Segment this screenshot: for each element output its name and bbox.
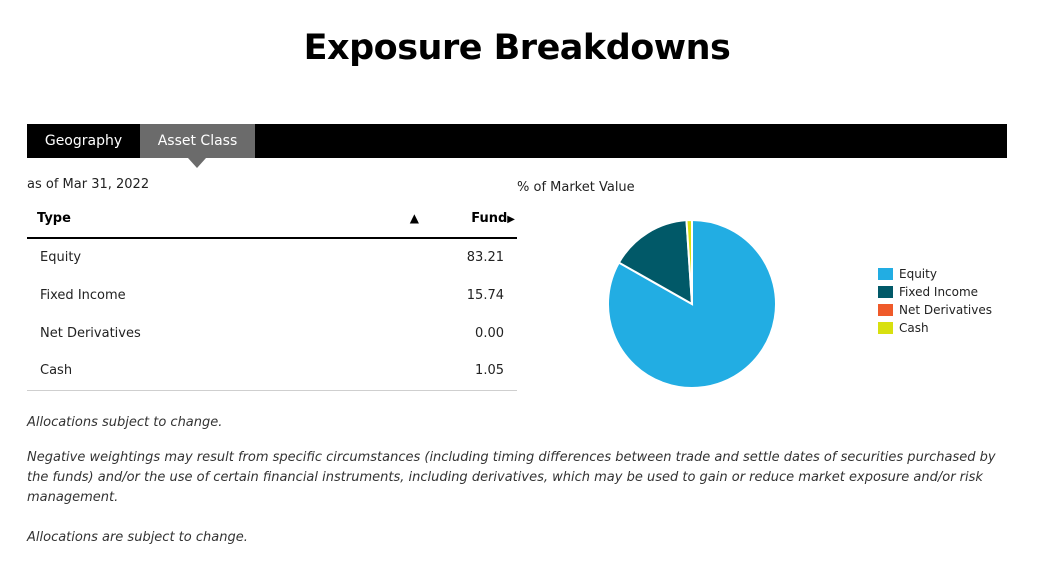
table-row: Net Derivatives 0.00 [27,314,517,352]
table-header-row: Type ▲ Fund▶ [27,200,517,239]
as-of-date: as of Mar 31, 2022 [27,177,150,192]
note-allocations: Allocations subject to change. [27,415,223,430]
row-fund-cell: 15.74 [466,287,504,303]
row-fund-cell: 83.21 [466,250,504,265]
pie-chart [607,218,777,389]
legend-swatch [878,286,893,298]
legend-swatch [878,304,893,316]
chart-title: % of Market Value [517,180,635,195]
legend-item[interactable]: Equity [878,265,992,283]
note-negative-weightings: Negative weightings may result from spec… [27,450,996,505]
table-row: Fixed Income 15.74 [27,276,517,314]
pie-slice-fixed-income[interactable] [617,219,694,306]
tab-asset-class[interactable]: Asset Class [140,124,255,168]
legend-item[interactable]: Fixed Income [878,283,992,301]
pie-slice-cash[interactable] [685,218,693,305]
row-fund-cell: 0.00 [475,325,504,341]
table-row: Equity 83.21 [27,238,517,276]
expand-right-icon[interactable]: ▶ [507,214,515,225]
tab-geography[interactable]: Geography [44,133,123,149]
allocation-table: Type ▲ Fund▶ Equity 83.21 Fixed Income 1… [27,200,517,391]
legend-swatch [878,268,893,280]
legend-item[interactable]: Cash [878,319,992,337]
legend-label: Net Derivatives [899,303,992,317]
legend-item[interactable]: Net Derivatives [878,301,992,319]
page-title: Exposure Breakdowns [303,28,731,68]
tab-bar: Geography Asset Class [27,124,1007,168]
disclaimer-notes: Allocations subject to change. Negative … [27,413,1012,548]
row-fund-cell: 1.05 [427,352,517,391]
legend-label: Cash [899,321,929,335]
type-header-label: Type [37,211,71,226]
type-column-header[interactable]: Type ▲ [27,200,427,239]
row-type-cell: Equity [40,250,82,265]
row-type-cell: Net Derivatives [40,325,141,341]
row-type-cell: Fixed Income [40,287,126,303]
legend-label: Equity [899,267,937,281]
legend-label: Fixed Income [899,285,979,299]
sort-ascending-icon[interactable]: ▲ [409,211,419,225]
fund-column-header[interactable]: Fund▶ [427,200,517,239]
chart-legend: Equity Fixed Income Net Derivatives Cash [878,265,992,337]
note-allocations-change: Allocations are subject to change. [27,530,248,545]
row-type-cell: Cash [27,352,427,391]
fund-header-label: Fund [471,211,508,226]
legend-swatch [878,322,893,334]
table-row: Cash 1.05 [27,352,517,391]
